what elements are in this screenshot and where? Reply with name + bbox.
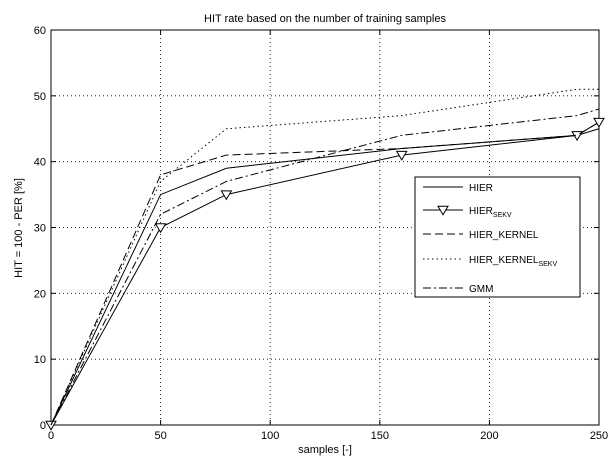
legend-label: HIER_KERNELSEKV (469, 255, 557, 268)
legend: HIER HIERSEKV HIER_KERNEL HIER_KERNELSEKV GM… (414, 176, 581, 298)
series-line-3 (50, 121, 600, 426)
x-tick-label: 0 (48, 430, 54, 442)
y-axis-label: HIT = 100 - PER [%] (13, 178, 25, 278)
chart-title: HIT rate based on the number of training… (204, 13, 446, 25)
y-tick-label: 0 (40, 420, 46, 432)
legend-label: HIER (469, 183, 493, 194)
y-tick-label: 60 (34, 25, 46, 37)
x-tick-label: 50 (154, 430, 166, 442)
series-group (45, 88, 605, 431)
legend-marker (437, 205, 449, 216)
legend-label: HIERSEKV (469, 206, 512, 219)
x-tick-label: 250 (590, 430, 608, 442)
series-marker (593, 117, 605, 128)
legend-label: HIER_KERNEL (469, 230, 539, 241)
y-tick-label: 20 (34, 288, 46, 300)
series-marker (220, 190, 233, 201)
x-tick-label: 100 (261, 430, 279, 442)
series-marker (154, 223, 167, 234)
series-marker (395, 150, 408, 161)
x-tick-label: 150 (371, 430, 389, 442)
y-tick-label: 10 (34, 354, 46, 366)
y-tick-label: 40 (34, 157, 46, 169)
series-line-5 (50, 108, 600, 426)
axis-ticks: 0 50 100 150 200 250 0 10 20 30 40 50 60 (34, 25, 608, 442)
x-tick-label: 200 (480, 430, 498, 442)
y-tick-label: 50 (34, 91, 46, 103)
y-tick-label: 30 (34, 223, 46, 235)
legend-box (414, 176, 581, 298)
legend-label: GMM (469, 284, 493, 295)
x-axis-label: samples [-] (298, 444, 352, 456)
series-marker (45, 420, 57, 431)
